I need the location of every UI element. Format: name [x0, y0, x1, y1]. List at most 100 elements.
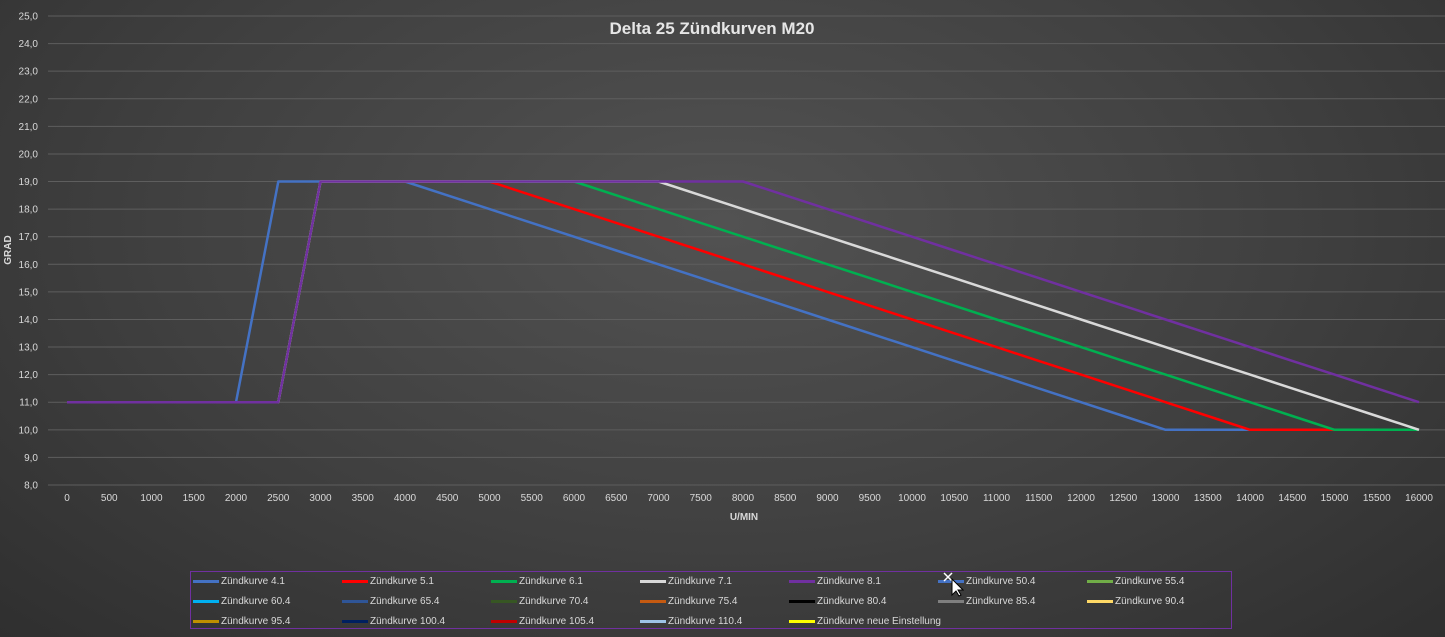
x-tick-label: 6000	[563, 493, 586, 504]
x-tick-label: 1500	[183, 493, 206, 504]
legend-swatch	[789, 599, 815, 603]
y-tick-label: 11,0	[19, 398, 38, 409]
legend-label: Zündkurve 8.1	[817, 575, 881, 587]
x-tick-label: 4500	[436, 493, 459, 504]
x-tick-label: 500	[101, 493, 118, 504]
legend-label: Zündkurve 55.4	[1115, 575, 1185, 587]
legend-label: Zündkurve 85.4	[966, 595, 1036, 607]
x-tick-label: 5000	[478, 493, 501, 504]
chart-title: Delta 25 Zündkurven M20	[609, 19, 814, 38]
legend-swatch	[193, 619, 219, 623]
legend-swatch	[491, 579, 517, 583]
legend-label: Zündkurve 4.1	[221, 575, 285, 587]
legend-item: Zündkurve 95.4	[193, 612, 291, 630]
series-line	[67, 180, 1420, 404]
y-axis-ticks: 8,0 9,0 10,0 11,0 12,0 13,0 14,0 15,0 16,0 17,0 18…	[19, 12, 39, 492]
legend-swatch	[193, 579, 219, 583]
legend-swatch	[342, 579, 368, 583]
legend-swatch	[789, 619, 815, 623]
x-tick-label: 3000	[309, 493, 332, 504]
x-tick-label: 10500	[940, 493, 968, 504]
legend-item: Zündkurve 85.4	[938, 592, 1036, 610]
x-tick-label: 14000	[1236, 493, 1264, 504]
legend-swatch	[938, 599, 964, 603]
legend-label: Zündkurve 50.4	[966, 575, 1036, 587]
x-tick-label: 3500	[352, 493, 375, 504]
legend-item: Zündkurve 4.1	[193, 572, 285, 590]
legend-label: Zündkurve 60.4	[221, 595, 291, 607]
legend-item: Zündkurve 55.4	[1087, 572, 1185, 590]
legend-item: Zündkurve neue Einstellung	[789, 612, 941, 630]
x-tick-label: 10000	[898, 493, 926, 504]
legend-item: Zündkurve 6.1	[491, 572, 583, 590]
legend-item: Zündkurve 90.4	[1087, 592, 1185, 610]
x-tick-label: 11500	[1025, 493, 1053, 504]
legend-label: Zündkurve 95.4	[221, 615, 291, 627]
legend-label: Zündkurve 90.4	[1115, 595, 1185, 607]
series-line	[67, 180, 1419, 432]
x-tick-label: 9000	[816, 493, 839, 504]
legend-label: Zündkurve 7.1	[668, 575, 732, 587]
x-tick-label: 15500	[1363, 493, 1391, 504]
legend-swatch	[193, 599, 219, 603]
y-tick-label: 13,0	[19, 343, 39, 354]
legend-swatch	[342, 599, 368, 603]
legend-swatch	[1087, 579, 1113, 583]
legend-swatch	[1087, 599, 1113, 603]
x-tick-label: 13500	[1194, 493, 1222, 504]
x-tick-label: 12500	[1109, 493, 1137, 504]
legend-item: Zündkurve 70.4	[491, 592, 589, 610]
legend-item: Zündkurve 8.1	[789, 572, 881, 590]
legend-swatch	[342, 619, 368, 623]
y-tick-label: 10,0	[19, 425, 39, 436]
legend-label: Zündkurve 5.1	[370, 575, 434, 587]
series-line	[67, 180, 1419, 432]
x-axis-ticks: 0 500 1000 1500 2000 2500 3000 3500 4000 4500 5000…	[64, 493, 1433, 504]
y-tick-label: 9,0	[24, 453, 38, 464]
y-tick-label: 16,0	[19, 260, 39, 271]
y-tick-label: 25,0	[19, 12, 39, 23]
x-tick-label: 1000	[140, 493, 163, 504]
legend-item: Zündkurve 105.4	[491, 612, 594, 630]
x-tick-label: 8500	[774, 493, 797, 504]
legend-item: Zündkurve 60.4	[193, 592, 291, 610]
legend-label: Zündkurve 65.4	[370, 595, 440, 607]
legend-item: Zündkurve 5.1	[342, 572, 434, 590]
legend-swatch	[789, 579, 815, 583]
legend-swatch	[640, 599, 666, 603]
x-tick-label: 7500	[690, 493, 713, 504]
x-axis-label: U/MIN	[730, 512, 758, 523]
y-tick-label: 24,0	[19, 39, 39, 50]
x-tick-label: 15000	[1321, 493, 1349, 504]
legend-label: Zündkurve 75.4	[668, 595, 738, 607]
x-tick-label: 11000	[983, 493, 1011, 504]
legend-item: Zündkurve 65.4	[342, 592, 440, 610]
legend-swatch	[640, 619, 666, 623]
series-line	[67, 180, 1420, 431]
x-tick-label: 2000	[225, 493, 248, 504]
legend-item: Zündkurve 7.1	[640, 572, 732, 590]
x-tick-label: 16000	[1405, 493, 1433, 504]
y-tick-label: 22,0	[19, 94, 39, 105]
x-tick-label: 6500	[605, 493, 628, 504]
y-tick-label: 14,0	[19, 315, 39, 326]
legend-label: Zündkurve 105.4	[519, 615, 595, 627]
legend-item: Zündkurve 110.4	[640, 612, 742, 630]
y-tick-label: 19,0	[19, 177, 39, 188]
series-line	[67, 180, 1419, 432]
x-tick-label: 9500	[859, 493, 882, 504]
x-tick-label: 7000	[647, 493, 670, 504]
legend-label: Zündkurve 100.4	[370, 615, 446, 627]
legend-label: Zündkurve neue Einstellung	[817, 615, 941, 627]
legend-swatch	[640, 579, 666, 583]
legend-item: Zündkurve 75.4	[640, 592, 738, 610]
x-tick-label: 13000	[1152, 493, 1180, 504]
legend-swatch	[491, 619, 517, 623]
legend-item: Zündkurve 100.4	[342, 612, 445, 630]
gridlines	[48, 15, 1445, 486]
x-tick-label: 12000	[1067, 493, 1095, 504]
x-tick-label: 4000	[394, 493, 417, 504]
y-tick-label: 17,0	[19, 232, 39, 243]
y-tick-label: 18,0	[19, 205, 39, 216]
chart-legend: Zündkurve 4.1 Zündkurve 5.1 Zündkurve 6.1 Z…	[190, 571, 1232, 629]
